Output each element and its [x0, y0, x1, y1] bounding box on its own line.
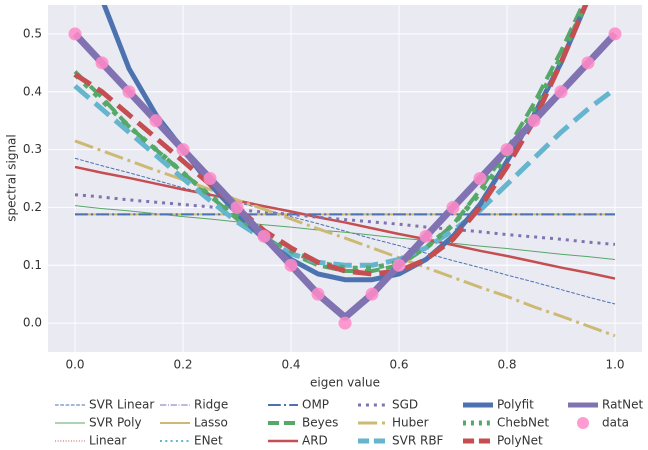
series-line — [73, 5, 589, 277]
x-tick-label: 0.2 — [173, 358, 192, 372]
legend-label: OMP — [302, 398, 329, 412]
legend-item: Beyes — [268, 416, 338, 430]
legend-item: data — [577, 416, 629, 430]
x-tick-label: 0.0 — [65, 358, 84, 372]
series-line — [74, 193, 616, 246]
series-line — [73, 5, 585, 274]
legend-label: Polyfit — [497, 398, 534, 412]
data-point — [392, 258, 406, 272]
legend-item: OMP — [268, 398, 329, 412]
legend-item: ENet — [160, 434, 223, 448]
data-point — [500, 143, 514, 157]
x-axis-label: eigen value — [310, 376, 380, 390]
legend-label: Huber — [392, 416, 429, 430]
legend-item: Ridge — [160, 398, 228, 412]
legend-label: Beyes — [302, 416, 338, 430]
series-line — [74, 139, 616, 338]
y-tick-label: 0.5 — [23, 26, 42, 40]
data-point — [311, 287, 325, 301]
data-point — [284, 258, 298, 272]
data-point — [122, 85, 136, 99]
legend-label: SVR RBF — [392, 434, 444, 448]
data-point — [257, 229, 271, 243]
data-point — [203, 172, 217, 185]
series-line — [73, 84, 617, 268]
legend-label: ChebNet — [497, 416, 549, 430]
legend-label: Ridge — [194, 398, 228, 412]
series-line — [74, 165, 616, 280]
y-tick-label: 0.2 — [23, 200, 42, 214]
data-point — [608, 27, 622, 41]
data-point — [176, 143, 190, 157]
series-line — [73, 5, 589, 271]
legend-item: SVR Poly — [55, 416, 142, 430]
legend-label: data — [602, 416, 629, 430]
legend-item: ARD — [268, 434, 328, 448]
data-point — [149, 114, 163, 128]
legend-item: Polyfit — [463, 398, 534, 412]
legend-item: PolyNet — [463, 434, 543, 448]
legend-item: SVR Linear — [55, 398, 154, 412]
legend-label: SVR Linear — [89, 398, 154, 412]
x-tick-label: 0.8 — [497, 358, 516, 372]
y-tick-label: 0.0 — [23, 316, 42, 330]
data-point — [68, 27, 82, 41]
data-point — [527, 114, 541, 128]
y-tick-label: 0.3 — [23, 142, 42, 156]
legend-label: Linear — [89, 434, 126, 448]
y-tick-label: 0.4 — [23, 84, 42, 98]
legend-item: RatNet — [568, 398, 643, 412]
legend-label: RatNet — [602, 398, 643, 412]
legend-item: Linear — [55, 434, 126, 448]
legend-label: SGD — [392, 398, 418, 412]
x-tick-label: 0.6 — [389, 358, 408, 372]
y-axis-label: spectral signal — [5, 134, 19, 222]
legend-item: SGD — [358, 398, 418, 412]
data-point — [473, 172, 487, 185]
legend-label: SVR Poly — [89, 416, 142, 430]
data-point — [554, 85, 568, 99]
legend-label: Lasso — [194, 416, 228, 430]
data-point — [419, 229, 433, 243]
data-point — [230, 200, 244, 214]
plot-area — [48, 5, 642, 352]
legend-item: SVR RBF — [358, 434, 444, 448]
data-point — [95, 56, 109, 70]
legend-label: PolyNet — [497, 434, 543, 448]
legend: SVR Linear SVR Poly Linear Ridge Lasso ENet OM… — [55, 398, 643, 448]
data-point — [338, 316, 352, 330]
legend-item: ChebNet — [463, 416, 549, 430]
legend-item: Lasso — [160, 416, 228, 430]
legend-marker — [577, 417, 589, 429]
x-tick-label: 1.0 — [605, 358, 624, 372]
legend-label: ENet — [194, 434, 223, 448]
series-line — [74, 157, 616, 305]
data-point — [365, 287, 379, 301]
x-tick-label: 0.4 — [281, 358, 300, 372]
y-tick-label: 0.1 — [23, 258, 42, 272]
lines — [68, 5, 622, 338]
data-point — [446, 200, 460, 214]
legend-label: ARD — [302, 434, 328, 448]
data-point — [581, 56, 595, 70]
legend-item: Huber — [358, 416, 429, 430]
